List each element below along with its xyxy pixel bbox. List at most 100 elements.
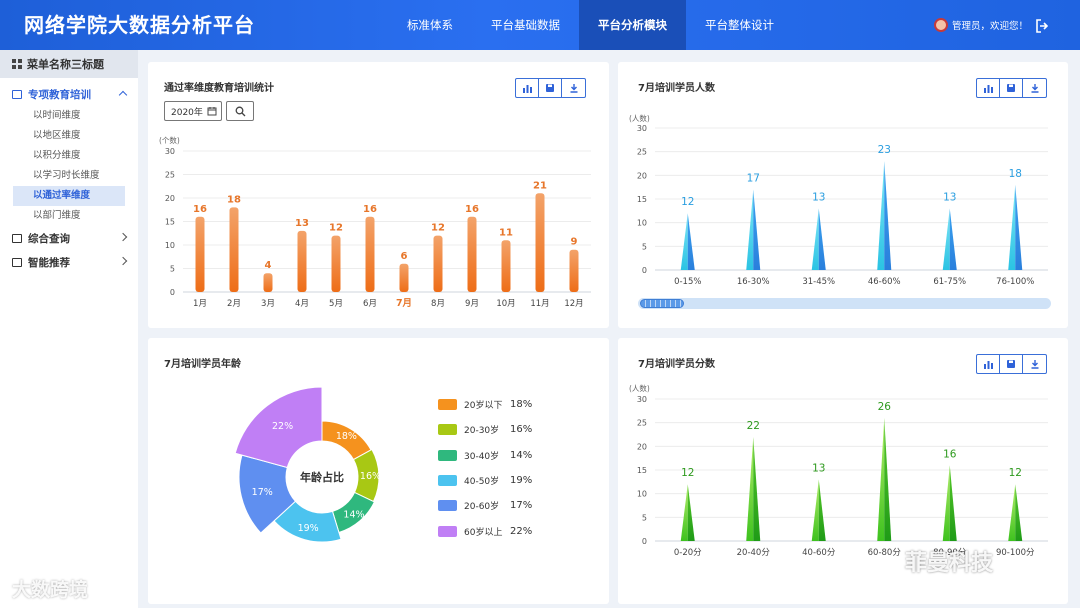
legend-label: 20-60岁 — [464, 502, 500, 513]
cone-bar-left — [746, 436, 754, 541]
bar-chart-button[interactable] — [516, 79, 539, 97]
bar — [263, 273, 273, 292]
cone-bar-left — [942, 208, 950, 270]
cone-bar-right — [949, 465, 957, 541]
cone-bar-left — [942, 465, 950, 541]
sidebar-item-time[interactable]: 以时间维度 — [33, 110, 81, 121]
cone-bar-left — [1008, 184, 1016, 270]
sidebar-section-recommend[interactable]: 智能推荐 — [0, 250, 138, 274]
cone-bar-left — [811, 479, 819, 541]
data-label: 12 — [681, 196, 694, 208]
watermark-right: 菲曼科技 — [905, 551, 994, 576]
data-label: 22 — [747, 420, 760, 432]
scrollbar-handle[interactable] — [640, 299, 684, 308]
x-tick-label: 8月 — [431, 299, 445, 309]
search-icon — [235, 106, 245, 116]
y-tick-label: 20 — [637, 442, 647, 451]
cone-bar-right — [884, 161, 892, 270]
y-tick-label: 25 — [637, 148, 647, 157]
bar-chart-button[interactable] — [977, 79, 1000, 97]
bar — [195, 216, 205, 292]
x-tick-label: 31-45% — [802, 277, 835, 287]
cone-bar-right — [1015, 484, 1023, 541]
save-button[interactable] — [1000, 355, 1023, 373]
download-icon — [570, 84, 577, 93]
sidebar-item-department[interactable]: 以部门维度 — [33, 210, 81, 221]
nav-item-design[interactable]: 平台整体设计 — [705, 18, 774, 32]
legend-label: 20-30岁 — [464, 426, 500, 437]
data-label: 13 — [812, 462, 825, 474]
y-tick-label: 5 — [170, 265, 175, 274]
year-selector[interactable]: 2020年 — [164, 101, 222, 121]
bar-chart-icon — [983, 85, 993, 93]
donut-center-label: 年龄占比 — [300, 470, 344, 484]
save-button[interactable] — [539, 79, 562, 97]
data-label: 4 — [265, 260, 272, 271]
user-info[interactable]: 管理员，欢迎您！ — [934, 18, 1028, 32]
chart-toolbar — [976, 78, 1047, 98]
cone-bar-right — [818, 208, 826, 270]
chart-toolbar — [515, 78, 586, 98]
y-tick-label: 10 — [637, 490, 647, 499]
x-tick-label: 1月 — [193, 299, 207, 309]
x-tick-label: 6月 — [363, 299, 377, 309]
y-tick-label: 30 — [637, 395, 647, 404]
data-label: 17 — [747, 173, 760, 185]
legend-item[interactable]: 20-30岁 16% — [438, 417, 532, 442]
search-button[interactable] — [226, 101, 254, 121]
legend-item[interactable]: 30-40岁 14% — [438, 443, 532, 468]
legend-item[interactable]: 40-50岁 19% — [438, 468, 532, 493]
download-button[interactable] — [562, 79, 585, 97]
section-label: 智能推荐 — [28, 256, 70, 269]
monitor-icon — [12, 257, 22, 267]
x-tick-label: 7月 — [396, 298, 412, 309]
x-tick-label: 4月 — [295, 299, 309, 309]
download-button[interactable] — [1023, 79, 1046, 97]
sidebar-item-duration[interactable]: 以学习时长维度 — [33, 170, 100, 181]
y-tick-label: 30 — [637, 124, 647, 133]
sidebar-section-special-training[interactable]: 专项教育培训 — [0, 82, 138, 106]
chart-age-donut: 18% 16% 14% 19% 17% 22% 年龄占比 — [234, 386, 381, 543]
legend-item[interactable]: 20-60岁 17% — [438, 493, 532, 518]
chart-scrollbar[interactable] — [638, 298, 1051, 309]
sidebar-section-query[interactable]: 综合查询 — [0, 226, 138, 250]
app-title: 网络学院大数据分析平台 — [24, 13, 255, 37]
legend-item[interactable]: 60岁以上 22% — [438, 518, 532, 543]
cone-bar-left — [877, 417, 885, 541]
y-axis-unit: (人数) — [629, 384, 650, 393]
nav-item-standards[interactable]: 标准体系 — [407, 18, 453, 32]
legend-label: 20岁以下 — [464, 401, 503, 412]
x-tick-label: 11月 — [530, 299, 549, 309]
save-button[interactable] — [1000, 79, 1023, 97]
slice-label: 19% — [298, 523, 319, 534]
legend-label: 40-50岁 — [464, 477, 500, 488]
sidebar-item-points[interactable]: 以积分维度 — [33, 150, 81, 161]
bar-chart-button[interactable] — [977, 355, 1000, 373]
monitor-icon — [12, 233, 22, 243]
chart-title: 7月培训学员人数 — [638, 83, 715, 94]
nav-item-base-data[interactable]: 平台基础数据 — [491, 18, 560, 32]
legend-value: 22% — [510, 525, 533, 537]
chart-monthly-bars: 0 5 10 15 20 25 30 16 1月 18 2月 4 3月 13 4月 12 5月 16 6月 6 7月 12… — [165, 147, 591, 309]
legend-item[interactable]: 20岁以下 18% — [438, 392, 532, 417]
pie-slice — [238, 454, 297, 534]
y-tick-label: 15 — [637, 195, 647, 204]
sidebar-item-pass-rate[interactable]: 以通过率维度 — [13, 186, 125, 206]
bar — [399, 263, 409, 292]
data-label: 16 — [363, 204, 377, 215]
legend-swatch — [438, 424, 457, 436]
logout-icon[interactable] — [1035, 19, 1049, 33]
y-tick-label: 10 — [637, 219, 647, 228]
data-label: 9 — [571, 237, 578, 248]
cone-bar-right — [949, 208, 957, 270]
data-label: 21 — [533, 180, 547, 191]
data-label: 18 — [1009, 168, 1022, 180]
chart-title: 7月培训学员年龄 — [164, 359, 241, 370]
nav-item-analysis[interactable]: 平台分析模块 — [579, 0, 686, 50]
sidebar-item-region[interactable]: 以地区维度 — [33, 130, 81, 141]
download-button[interactable] — [1023, 355, 1046, 373]
cone-bar-left — [877, 161, 885, 270]
x-tick-label: 9月 — [465, 299, 479, 309]
bar-chart-icon — [522, 85, 532, 93]
bar — [297, 230, 307, 292]
